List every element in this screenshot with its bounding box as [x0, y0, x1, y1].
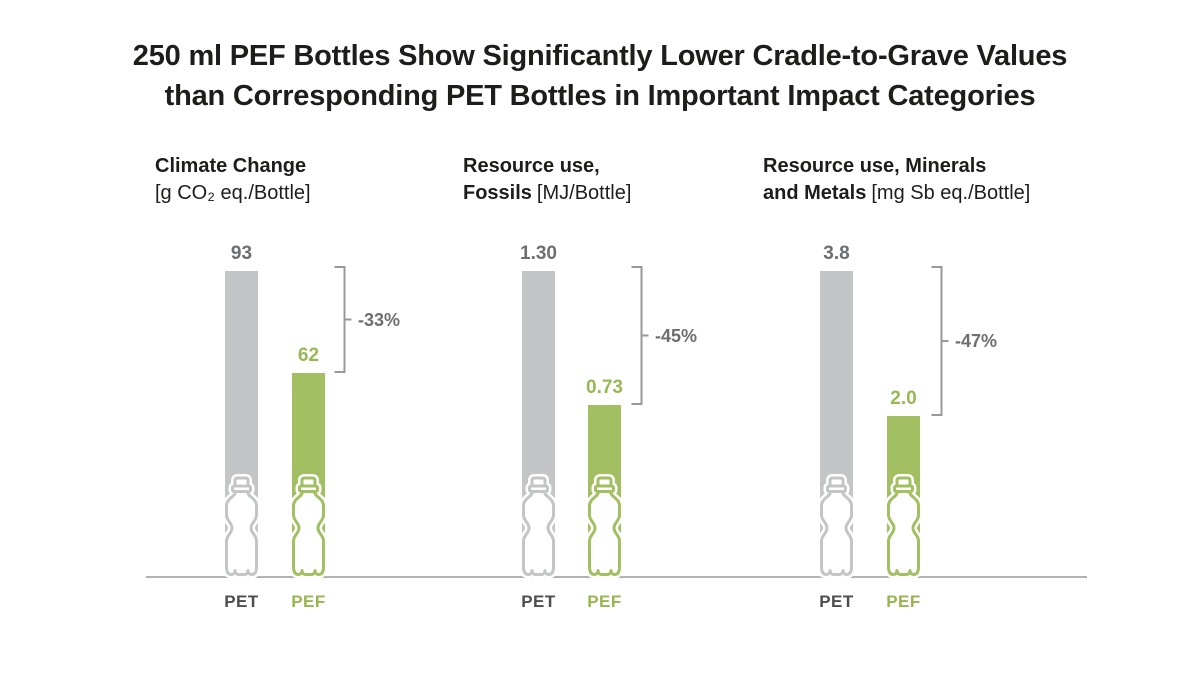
page-title-line1: 250 ml PEF Bottles Show Significantly Lo… [132, 40, 1068, 72]
reduction-bracket [630, 266, 656, 405]
pet-category-label: PET [521, 592, 556, 611]
panel-header: Resource use, Fossils [MJ/Bottle] [463, 153, 631, 207]
reduction-bracket [333, 266, 359, 373]
reduction-label: -47% [955, 331, 998, 351]
panel-unit: [mg Sb eq./Bottle] [871, 182, 1031, 204]
pef-value-label: 0.73 [586, 377, 623, 399]
pet-value-label: 3.8 [823, 243, 850, 264]
panel-title-bold-part: Fossils [463, 182, 532, 204]
panel-subtitle: Fossils [MJ/Bottle] [463, 180, 631, 207]
pef-bottle-icon [288, 470, 329, 582]
panel-unit: [MJ/Bottle] [536, 182, 632, 204]
pet-bottle-icon [221, 470, 262, 582]
pet-bottle-icon [816, 470, 857, 582]
panel-header: Resource use, Minerals and Metals [mg Sb e… [763, 153, 1030, 207]
pet-value-label: 1.30 [520, 243, 557, 264]
pet-bottle-icon [518, 470, 559, 582]
page-title-line2: than Corresponding PET Bottles in Import… [164, 80, 1036, 112]
pef-category-label: PEF [886, 592, 921, 611]
panel-subtitle: [g CO₂ eq./Bottle] [155, 180, 311, 207]
panel-title: Resource use, [463, 155, 600, 177]
pef-category-label: PEF [587, 592, 622, 611]
reduction-bracket [930, 266, 956, 416]
page-title: 250 ml PEF Bottles Show Significantly Lo… [0, 36, 1200, 116]
pef-bottle-icon [584, 470, 625, 582]
pef-value-label: 62 [297, 345, 320, 366]
panel-title: Resource use, Minerals [763, 155, 987, 177]
reduction-label: -33% [358, 309, 401, 330]
pef-value-label: 2.0 [890, 387, 917, 409]
pet-category-label: PET [819, 592, 854, 611]
panel-header: Climate Change [g CO₂ eq./Bottle] [155, 153, 311, 207]
panel-title-bold-part: and Metals [763, 182, 867, 204]
pet-category-label: PET [224, 592, 259, 611]
panel-unit: [g CO₂ eq./Bottle] [155, 182, 311, 204]
pet-value-label: 93 [230, 243, 253, 264]
pef-bottle-icon [883, 470, 924, 582]
panel-subtitle: and Metals [mg Sb eq./Bottle] [763, 180, 1030, 207]
panel-title: Climate Change [155, 155, 307, 177]
pef-category-label: PEF [291, 592, 326, 611]
reduction-label: -45% [655, 325, 698, 346]
